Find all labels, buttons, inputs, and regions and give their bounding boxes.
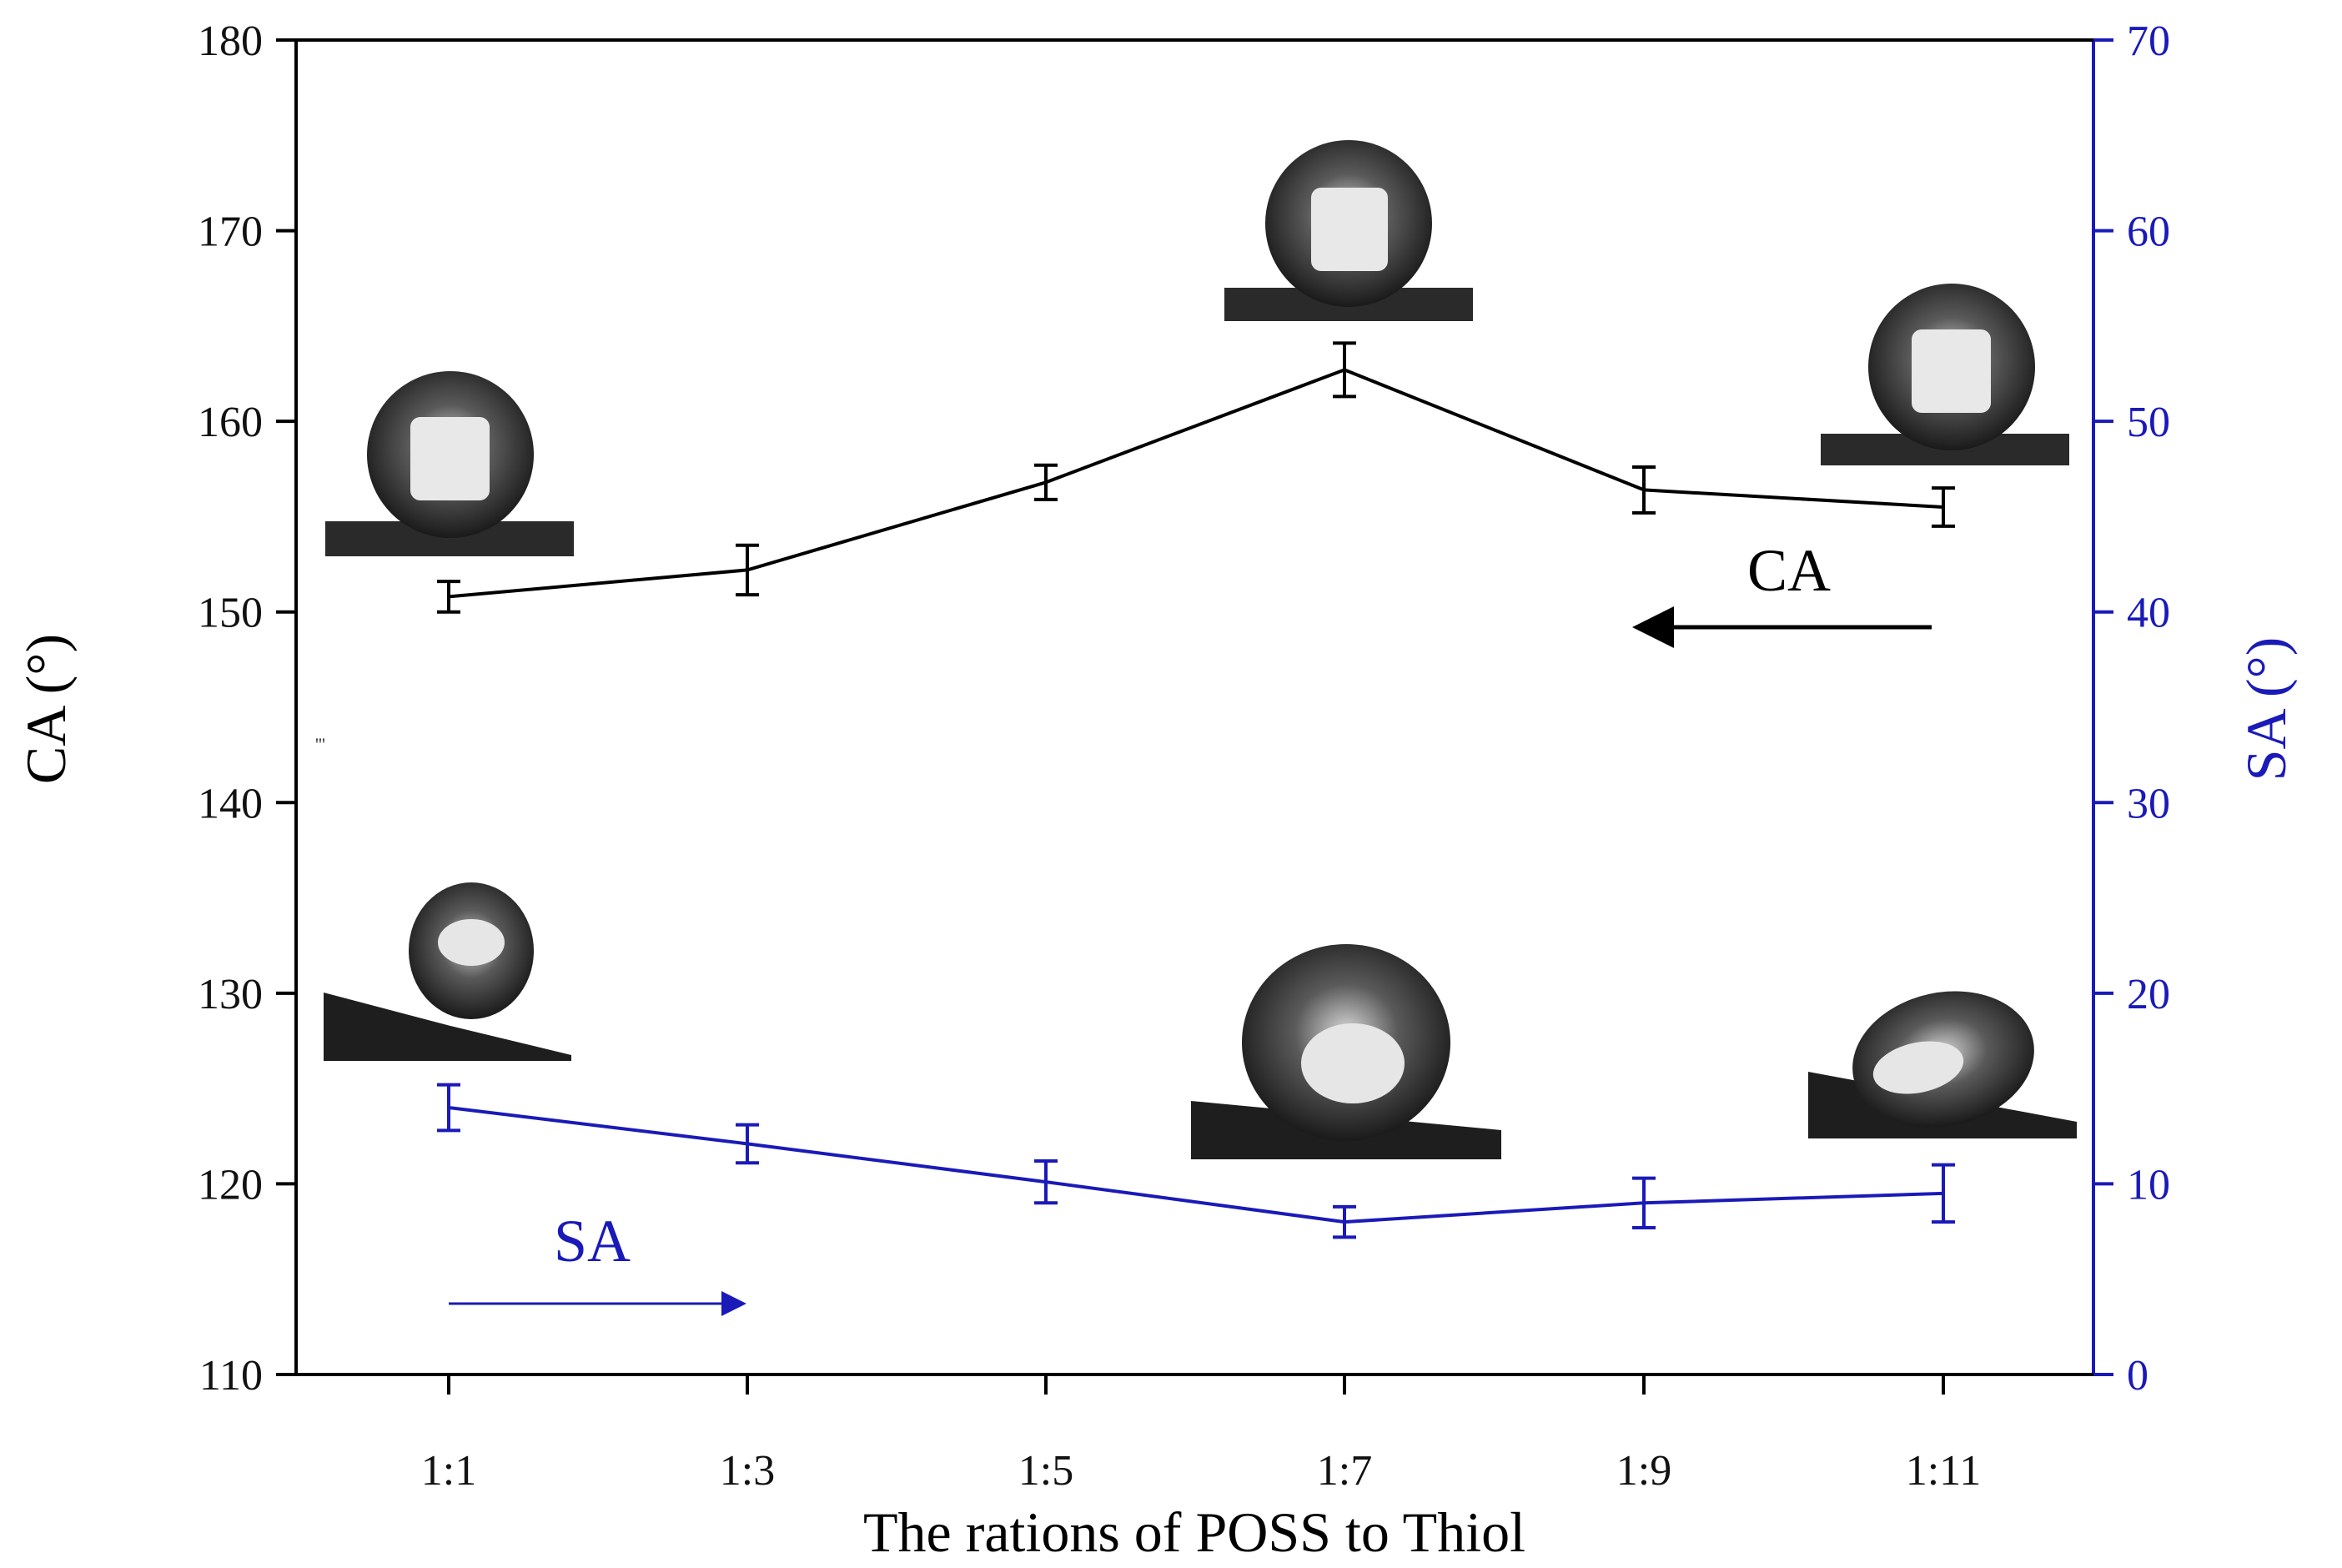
sa-series-line (448, 1106, 1944, 1224)
sa-error-bar (1333, 1204, 1356, 1239)
ca-droplet-image-2 (1224, 140, 1473, 321)
right-tick-label: 40 (2127, 590, 2170, 637)
x-axis-ticks: 1:1 1:3 1:5 1:7 1:9 1:11 (421, 1375, 1981, 1495)
left-tick-label: 120 (198, 1161, 263, 1209)
sa-error-bar (736, 1123, 759, 1165)
left-tick-label: 140 (198, 780, 263, 827)
ca-error-bar (1932, 486, 1955, 528)
right-tick-label: 20 (2127, 971, 2170, 1018)
ca-series-line (448, 368, 1944, 599)
ca-error-bar (1632, 465, 1656, 515)
sa-series-label: SA (554, 1208, 631, 1274)
right-tick-label: 50 (2127, 399, 2170, 446)
ca-error-bar (736, 543, 759, 597)
x-tick-label: 1:11 (1906, 1447, 1982, 1495)
droplet-insets (324, 140, 2077, 1159)
sa-droplet-image-1 (324, 882, 571, 1061)
sa-droplet-image-3 (1808, 991, 2077, 1138)
x-tick-label: 1:7 (1317, 1447, 1372, 1495)
right-tick-label: 60 (2127, 209, 2170, 256)
left-tick-label: 160 (198, 399, 263, 446)
x-tick-label: 1:3 (720, 1447, 775, 1495)
ca-series-label: CA (1747, 537, 1831, 604)
x-tick-label: 1:5 (1018, 1447, 1073, 1495)
ca-error-bar (1333, 341, 1356, 399)
x-tick-label: 1:9 (1616, 1447, 1671, 1495)
right-axis-title: SA (°) (2234, 637, 2298, 781)
left-tick-label: 130 (198, 971, 263, 1018)
left-tick-label: 170 (198, 209, 263, 256)
right-tick-label: 30 (2127, 780, 2170, 827)
right-tick-label: 70 (2127, 18, 2170, 65)
sa-error-bars (437, 1083, 1955, 1239)
stray-mark: ''' (315, 734, 325, 755)
right-tick-label: 0 (2127, 1352, 2149, 1400)
left-axis-title: CA (°) (14, 634, 78, 784)
ca-error-bar (1034, 463, 1058, 501)
sa-error-bar (1034, 1159, 1058, 1205)
sa-series (437, 1083, 1955, 1239)
sa-error-bar (1632, 1176, 1656, 1229)
right-axis-ticks: 0 10 20 30 40 50 60 70 (2093, 18, 2170, 1400)
ca-error-bar (437, 580, 460, 614)
right-tick-label: 10 (2127, 1161, 2170, 1209)
ca-series (437, 341, 1955, 614)
ca-error-bars (437, 341, 1955, 614)
ca-droplet-image-1 (325, 371, 574, 556)
ca-droplet-image-3 (1821, 284, 2069, 465)
left-tick-label: 150 (198, 590, 263, 637)
sa-error-bar (1932, 1163, 1955, 1224)
left-tick-label: 110 (199, 1352, 263, 1400)
sa-droplet-image-2 (1191, 944, 1501, 1159)
left-axis-ticks: 110 120 130 140 150 160 170 180 (198, 18, 296, 1400)
x-tick-label: 1:1 (421, 1447, 476, 1495)
left-tick-label: 180 (198, 18, 263, 65)
x-axis-title: The rations of POSS to Thiol (863, 1500, 1525, 1564)
plot-frame (294, 38, 2095, 1376)
sa-error-bar (437, 1083, 460, 1133)
